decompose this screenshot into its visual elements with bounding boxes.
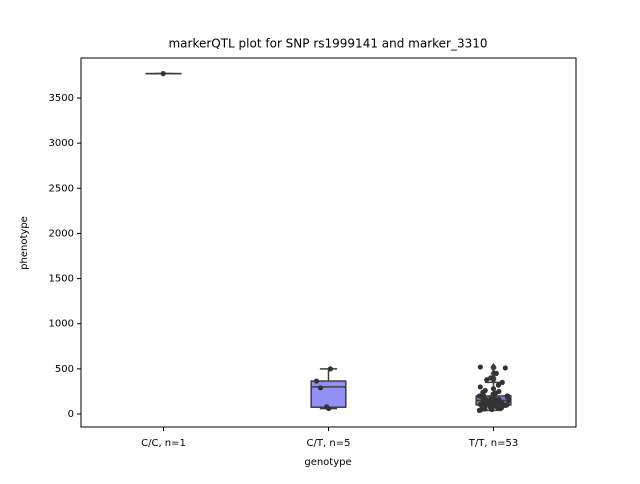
point: [314, 378, 319, 383]
point: [496, 406, 501, 411]
point: [328, 366, 333, 371]
y-tick-label: 0: [68, 409, 74, 420]
point: [491, 386, 496, 391]
x-tick-label: C/C, n=1: [141, 438, 186, 449]
point: [506, 398, 511, 403]
point: [484, 377, 489, 382]
point: [497, 401, 502, 406]
y-tick-label: 2500: [49, 183, 74, 194]
point: [496, 383, 501, 388]
point: [477, 408, 482, 413]
box: [311, 381, 346, 407]
x-tick-label: C/T, n=5: [307, 438, 351, 449]
point: [494, 371, 499, 376]
y-tick-label: 2000: [49, 228, 74, 239]
y-tick-label: 500: [55, 364, 74, 375]
y-tick-label: 3000: [49, 138, 74, 149]
point: [478, 364, 483, 369]
point: [318, 385, 323, 390]
y-axis-label: phenotype: [19, 216, 30, 270]
point: [503, 365, 508, 370]
point: [326, 406, 331, 411]
chart-title: markerQTL plot for SNP rs1999141 and mar…: [168, 37, 487, 51]
point: [478, 384, 483, 389]
point: [488, 404, 493, 409]
point: [161, 71, 166, 76]
y-tick-label: 1500: [49, 274, 74, 285]
x-tick-label: T/T, n=53: [468, 438, 518, 449]
y-tick-label: 1000: [49, 319, 74, 330]
y-tick-label: 3500: [49, 93, 74, 104]
x-axis-label: genotype: [304, 457, 351, 468]
